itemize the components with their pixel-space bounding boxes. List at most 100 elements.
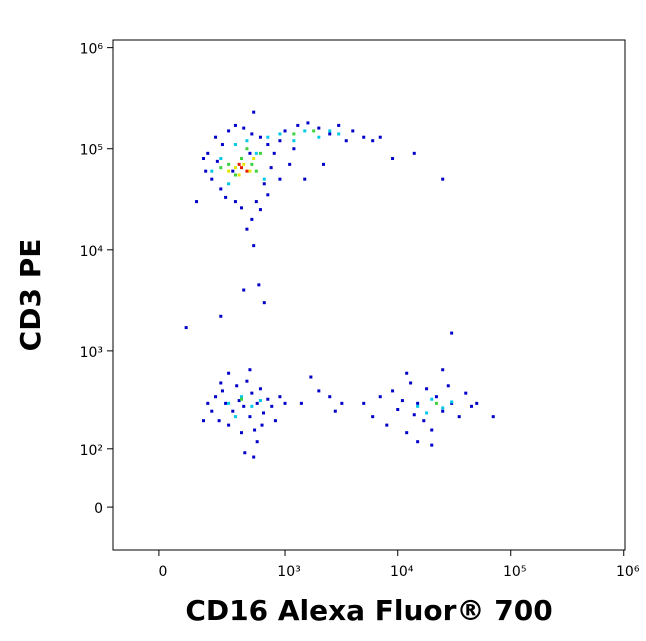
data-point (214, 395, 218, 399)
data-point (292, 132, 296, 136)
data-point (242, 162, 246, 166)
data-point (219, 166, 223, 170)
data-point (422, 419, 426, 423)
data-point (227, 129, 231, 133)
data-point (340, 401, 344, 405)
data-point (250, 132, 254, 136)
data-point (227, 423, 231, 427)
data-point (252, 110, 256, 114)
data-point (450, 331, 454, 335)
data-point (292, 139, 296, 143)
data-point (378, 395, 382, 399)
data-point (227, 401, 231, 405)
data-point (491, 415, 495, 419)
data-point (266, 143, 270, 147)
data-point (254, 151, 258, 155)
data-point (391, 157, 395, 161)
data-point (405, 371, 409, 375)
data-point (242, 126, 246, 130)
data-point (245, 139, 249, 143)
data-point (378, 135, 382, 139)
data-point (255, 440, 259, 444)
data-point (253, 428, 257, 432)
data-point (317, 135, 321, 139)
data-point (412, 151, 416, 155)
x-axis-title: CD16 Alexa Fluor® 700 (185, 594, 552, 627)
data-point (239, 166, 243, 170)
data-point (224, 195, 228, 199)
data-point (362, 401, 366, 405)
data-point (430, 443, 434, 447)
data-point (262, 411, 266, 415)
data-point (283, 401, 287, 405)
x-tick-label: 10⁶ (616, 564, 640, 580)
data-point (250, 391, 254, 395)
data-point (227, 371, 231, 375)
data-point (391, 389, 395, 393)
data-point (262, 177, 266, 181)
data-point (475, 401, 479, 405)
data-point (242, 404, 246, 408)
data-point (371, 139, 375, 143)
data-point (266, 193, 270, 197)
y-tick-label: 10⁶ (80, 42, 104, 58)
data-point (258, 135, 262, 139)
data-point (252, 244, 256, 248)
data-point (245, 227, 249, 231)
data-point (441, 406, 445, 410)
data-point (328, 395, 332, 399)
data-point (219, 157, 223, 161)
x-tick-label: 10⁴ (390, 564, 414, 580)
data-point (239, 431, 243, 435)
data-point (283, 129, 287, 133)
data-point (250, 162, 254, 166)
data-point (239, 395, 243, 399)
data-point (233, 200, 237, 204)
data-point (215, 159, 219, 163)
data-point (321, 162, 325, 166)
data-point (206, 401, 210, 405)
y-tick-label: 10⁴ (80, 244, 104, 260)
data-point (464, 391, 468, 395)
data-point (416, 404, 420, 408)
data-point (206, 151, 210, 155)
data-point (269, 166, 273, 170)
data-point (278, 177, 282, 181)
y-tick-label: 10² (80, 443, 103, 459)
data-point (257, 283, 261, 287)
data-point (239, 206, 243, 210)
data-point (245, 147, 249, 151)
data-point (254, 169, 258, 173)
data-point (248, 415, 252, 419)
data-point (273, 419, 277, 423)
data-point (227, 169, 231, 173)
data-point (217, 419, 221, 423)
data-point (258, 387, 262, 391)
data-point (204, 169, 208, 173)
data-point (254, 200, 258, 204)
data-point (227, 162, 231, 166)
data-point (243, 451, 247, 455)
data-point (278, 139, 282, 143)
data-point (239, 157, 243, 161)
data-point (233, 143, 237, 147)
data-point (292, 147, 296, 151)
data-point (396, 408, 400, 412)
data-point (266, 397, 270, 401)
data-point (303, 129, 307, 133)
data-point (258, 399, 262, 403)
data-point (430, 397, 434, 401)
y-axis-title: CD3 PE (14, 239, 47, 352)
data-point (220, 389, 224, 393)
data-point (457, 415, 461, 419)
data-point (266, 135, 270, 139)
data-point (278, 132, 282, 136)
data-point (233, 173, 237, 177)
data-point (450, 400, 454, 404)
data-point (233, 123, 237, 127)
data-point (278, 395, 282, 399)
data-point (233, 166, 237, 170)
data-point (219, 314, 223, 318)
data-point (425, 387, 429, 391)
data-point (441, 368, 445, 372)
